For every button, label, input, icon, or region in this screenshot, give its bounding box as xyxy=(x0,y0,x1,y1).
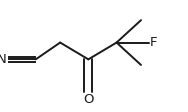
Text: F: F xyxy=(149,36,157,49)
Text: O: O xyxy=(83,93,94,106)
Text: N: N xyxy=(0,53,7,66)
